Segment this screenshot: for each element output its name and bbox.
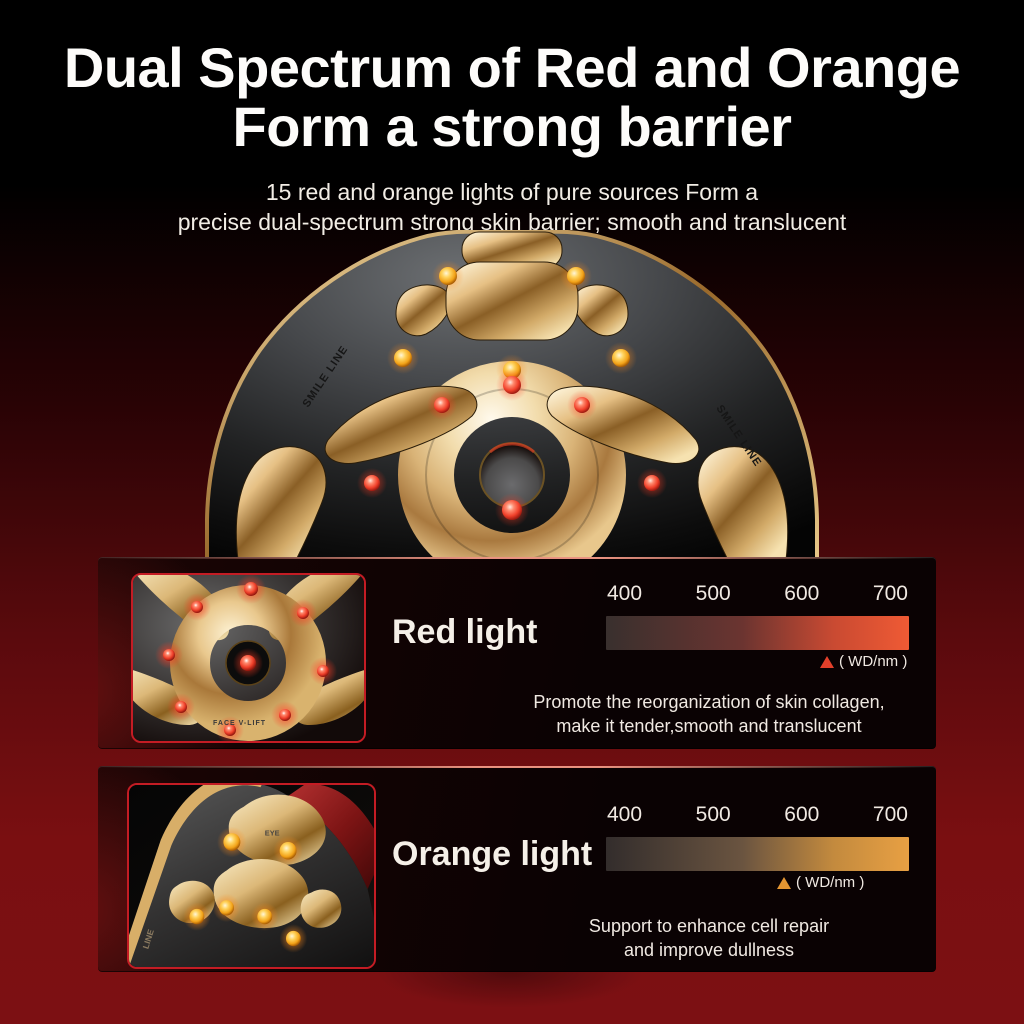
svg-text:FACE V-LIFT: FACE V-LIFT — [213, 720, 266, 727]
svg-text:EYE: EYE — [265, 828, 280, 837]
